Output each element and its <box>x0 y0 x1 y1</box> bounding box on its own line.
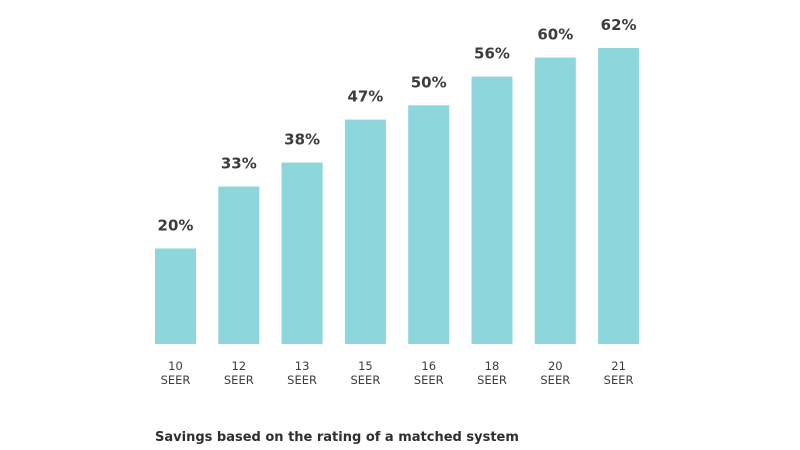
value-labels-layer: 20% 33% 38% 47% 50% 56% 60% 62% <box>158 16 637 235</box>
x-tick-label: SEER <box>161 373 191 387</box>
bar-value-label: 20% <box>158 217 194 235</box>
x-tick-label: 10 <box>168 359 183 373</box>
bar-value-label: 38% <box>284 131 320 149</box>
bar <box>408 105 450 344</box>
x-tick-label: SEER <box>604 373 634 387</box>
bar <box>218 186 260 344</box>
chart-caption: Savings based on the rating of a matched… <box>155 430 519 445</box>
bar-value-label: 62% <box>601 16 637 34</box>
bar-value-label: 33% <box>221 155 257 173</box>
bar <box>344 119 386 344</box>
x-tick-label: SEER <box>414 373 444 387</box>
x-tick-label: 21 <box>611 359 626 373</box>
bar-value-label: 56% <box>474 45 510 63</box>
bar <box>471 76 513 344</box>
bar <box>598 48 640 344</box>
x-tick-label: 16 <box>421 359 436 373</box>
tick-labels-layer: 10SEER12SEER13SEER15SEER16SEER18SEER20SE… <box>161 359 634 387</box>
x-tick-label: 18 <box>485 359 500 373</box>
bars-layer <box>155 48 640 344</box>
x-tick-label: 12 <box>231 359 246 373</box>
x-tick-label: SEER <box>540 373 570 387</box>
x-tick-label: SEER <box>350 373 380 387</box>
bar-value-label: 60% <box>537 26 573 44</box>
bar <box>534 57 576 344</box>
x-tick-label: SEER <box>477 373 507 387</box>
x-tick-label: 15 <box>358 359 373 373</box>
x-tick-label: SEER <box>287 373 317 387</box>
x-tick-label: SEER <box>224 373 254 387</box>
bar <box>155 248 196 344</box>
x-tick-label: 20 <box>548 359 563 373</box>
bar-value-label: 50% <box>411 73 447 91</box>
bar-value-label: 47% <box>347 88 383 106</box>
bar <box>281 162 323 344</box>
x-tick-label: 13 <box>295 359 310 373</box>
